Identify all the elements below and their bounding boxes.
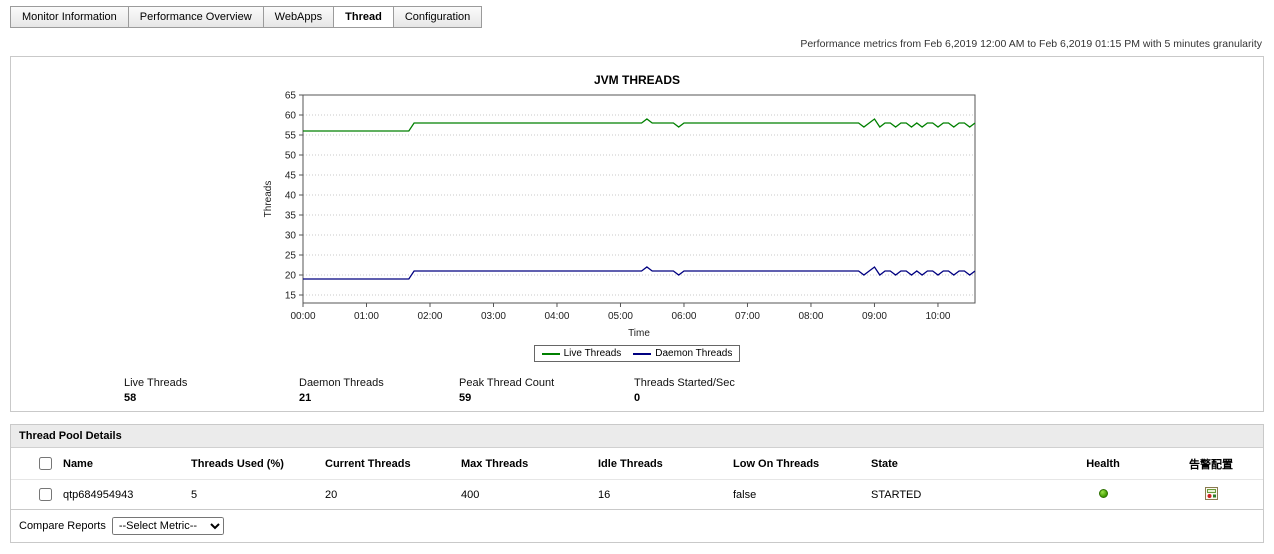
col-threads-used: Threads Used (%) <box>191 457 284 470</box>
svg-text:30: 30 <box>285 231 297 242</box>
row-checkbox[interactable] <box>39 488 52 501</box>
chart-legend: Live Threads Daemon Threads <box>533 345 741 362</box>
svg-text:02:00: 02:00 <box>417 311 442 322</box>
col-max-threads: Max Threads <box>461 457 529 470</box>
stat-value: 21 <box>299 392 312 404</box>
svg-text:15: 15 <box>285 291 297 302</box>
svg-text:50: 50 <box>285 151 297 162</box>
svg-text:65: 65 <box>285 91 297 102</box>
col-alarm-config: 告警配置 <box>1189 458 1233 471</box>
col-state: State <box>871 457 898 470</box>
svg-text:20: 20 <box>285 271 297 282</box>
tab-configuration[interactable]: Configuration <box>392 6 483 28</box>
svg-text:55: 55 <box>285 131 297 142</box>
compare-reports-row: Compare Reports --Select Metric-- <box>11 509 1263 542</box>
stat-daemon-threads: Daemon Threads 21 <box>299 377 384 404</box>
metrics-period-note: Performance metrics from Feb 6,2019 12:0… <box>800 38 1262 50</box>
svg-text:00:00: 00:00 <box>290 311 315 322</box>
svg-text:35: 35 <box>285 211 297 222</box>
svg-text:Threads: Threads <box>263 181 274 218</box>
svg-text:01:00: 01:00 <box>354 311 379 322</box>
compare-metric-select[interactable]: --Select Metric-- <box>111 517 224 535</box>
idle-threads-cell: 16 <box>598 488 611 501</box>
jvm-threads-chart: 15 20 25 30 35 40 45 50 55 60 65 00:00 01:00 02:00 03:… <box>263 91 976 339</box>
legend-item-live-threads: Live Threads <box>541 348 622 359</box>
tab-bar: Monitor Information Performance Overview… <box>10 6 1274 28</box>
stat-value: 58 <box>124 392 137 404</box>
pool-name-cell: qtp684954943 <box>63 488 134 501</box>
select-all-checkbox[interactable] <box>39 457 52 470</box>
svg-text:07:00: 07:00 <box>735 311 760 322</box>
col-idle-threads: Idle Threads <box>598 457 663 470</box>
compare-reports-label: Compare Reports <box>19 520 106 532</box>
svg-text:03:00: 03:00 <box>481 311 506 322</box>
low-on-threads-cell: false <box>733 488 757 501</box>
thread-pool-table: Name Threads Used (%) Current Threads Ma… <box>11 448 1263 509</box>
stat-live-threads: Live Threads 58 <box>124 377 187 404</box>
tab-webapps[interactable]: WebApps <box>262 6 335 28</box>
col-current-threads: Current Threads <box>325 457 411 470</box>
alarm-config-icon[interactable] <box>1204 486 1218 503</box>
thread-pool-details-panel: Thread Pool Details Name Threads Used (%… <box>10 424 1264 543</box>
daemon-threads-line-swatch <box>633 352 652 355</box>
stat-label: Threads Started/Sec <box>634 377 735 389</box>
svg-text:09:00: 09:00 <box>862 311 887 322</box>
svg-text:05:00: 05:00 <box>608 311 633 322</box>
chart-title: JVM THREADS <box>593 73 680 87</box>
tab-performance-overview[interactable]: Performance Overview <box>127 6 264 28</box>
table-row: qtp684954943 5 20 400 16 false STARTED <box>11 479 1263 510</box>
svg-text:10:00: 10:00 <box>925 311 950 322</box>
stat-label: Live Threads <box>124 377 188 389</box>
svg-text:40: 40 <box>285 191 297 202</box>
svg-text:45: 45 <box>285 171 297 182</box>
col-name: Name <box>63 457 93 470</box>
current-threads-cell: 20 <box>325 488 338 501</box>
stat-threads-started-sec: Threads Started/Sec 0 <box>634 377 735 404</box>
svg-text:60: 60 <box>285 111 297 122</box>
stat-peak-thread-count: Peak Thread Count 59 <box>459 377 554 404</box>
stat-value: 59 <box>459 392 472 404</box>
max-threads-cell: 400 <box>461 488 480 501</box>
col-health: Health <box>1086 457 1120 470</box>
svg-text:25: 25 <box>285 251 297 262</box>
thread-pool-details-title: Thread Pool Details <box>11 425 1263 448</box>
stat-label: Daemon Threads <box>299 377 384 389</box>
legend-label: Live Threads <box>563 348 622 359</box>
threads-used-cell: 5 <box>191 488 198 501</box>
tab-monitor-information[interactable]: Monitor Information <box>10 6 129 28</box>
tab-thread[interactable]: Thread <box>333 6 394 28</box>
legend-item-daemon-threads: Daemon Threads <box>633 348 732 359</box>
thread-stats-row: Live Threads 58 Daemon Threads 21 Peak T… <box>11 377 1263 413</box>
legend-label: Daemon Threads <box>655 348 733 359</box>
state-cell: STARTED <box>871 488 922 501</box>
live-threads-line-swatch <box>541 352 560 355</box>
stat-label: Peak Thread Count <box>459 377 555 389</box>
stat-value: 0 <box>634 392 641 404</box>
table-header-row: Name Threads Used (%) Current Threads Ma… <box>11 448 1263 480</box>
svg-text:04:00: 04:00 <box>544 311 569 322</box>
svg-text:06:00: 06:00 <box>671 311 696 322</box>
health-status-icon <box>1098 488 1108 498</box>
svg-text:08:00: 08:00 <box>798 311 823 322</box>
svg-text:Time: Time <box>628 328 650 339</box>
col-low-on-threads: Low On Threads <box>733 457 820 470</box>
jvm-threads-panel: JVM THREADS 15 20 25 30 35 40 45 50 55 60 65 00:00 0… <box>10 56 1264 412</box>
